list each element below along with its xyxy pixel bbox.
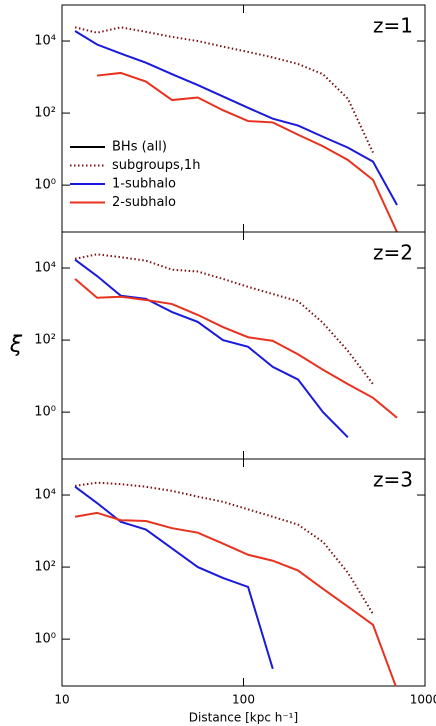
series-line [74, 26, 374, 154]
plot-area [74, 26, 398, 232]
y-tick-label: 10⁰ [34, 632, 56, 647]
legend-label: BHs (all) [112, 140, 167, 155]
series-line [74, 485, 274, 670]
x-tick-label: 10 [54, 693, 69, 707]
series-line [74, 253, 374, 385]
y-tick-label: 10² [34, 333, 56, 348]
x-axis-label: Distance [kpc h⁻¹] [189, 711, 298, 725]
legend-label: 2-subhalo [112, 195, 176, 210]
y-tick-label: 10⁴ [34, 261, 56, 276]
y-axis-label: ξ [9, 333, 23, 358]
y-tick-label: 10⁴ [34, 34, 56, 49]
plot-area [74, 253, 398, 439]
panel-frame [61, 458, 426, 687]
panel-annotation: z=2 [373, 241, 413, 265]
panel-annotation: z=3 [373, 468, 413, 492]
legend-label: subgroups,1h [112, 158, 200, 173]
series-line [96, 71, 398, 232]
y-tick-label: 10⁴ [34, 488, 56, 503]
series-line [74, 278, 398, 419]
y-tick-label: 10² [34, 106, 56, 121]
y-tick-label: 10² [34, 560, 56, 575]
plot-area [74, 481, 397, 686]
series-line [74, 511, 397, 686]
panel-annotation: z=1 [373, 14, 413, 38]
series-line [74, 258, 349, 439]
y-tick-label: 10⁰ [34, 178, 56, 193]
legend-label: 1-subhalo [112, 177, 176, 192]
x-tick-label: 1000 [410, 693, 436, 707]
series-line [74, 30, 398, 206]
series-line [74, 481, 374, 615]
y-tick-label: 10⁰ [34, 405, 56, 420]
x-tick-label: 100 [232, 693, 255, 707]
